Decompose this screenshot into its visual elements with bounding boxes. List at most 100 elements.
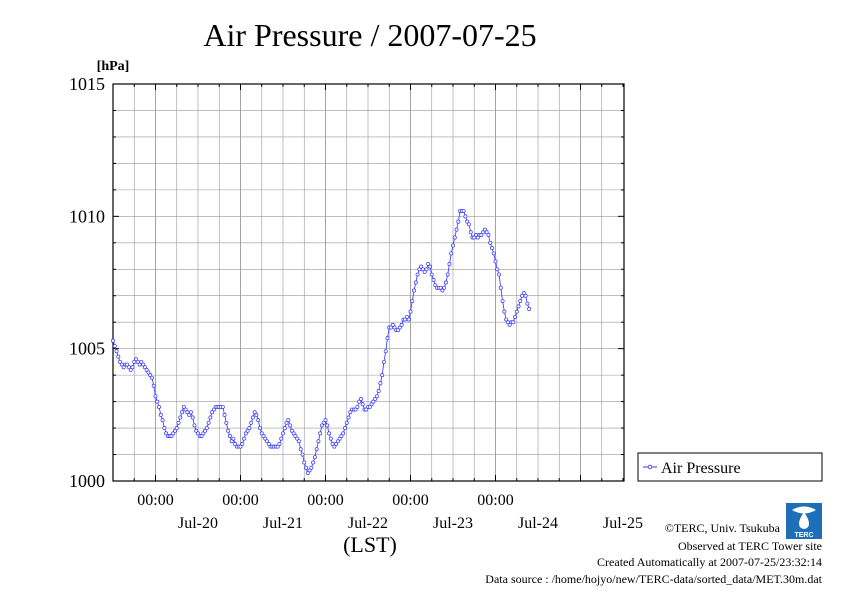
- y-axis: 1015 1010 1005 1000: [69, 74, 624, 491]
- data-point: [125, 362, 130, 367]
- data-point: [422, 269, 427, 274]
- chart-title: Air Pressure / 2007-07-25: [203, 17, 536, 53]
- data-point: [190, 415, 195, 420]
- data-point: [511, 320, 516, 325]
- data-point: [305, 471, 310, 476]
- data-point: [380, 373, 385, 378]
- data-point: [465, 219, 470, 224]
- data-point: [275, 444, 280, 449]
- data-point: [171, 431, 176, 436]
- data-point: [424, 267, 429, 272]
- data-point: [385, 336, 390, 341]
- data-point: [314, 447, 319, 452]
- credits-block: ©TERC, Univ. Tsukuba Observed at TERC To…: [485, 521, 822, 586]
- data-point: [482, 227, 487, 232]
- data-point: [367, 404, 372, 409]
- data-point: [150, 375, 154, 380]
- data-point: [146, 370, 151, 375]
- data-point: [210, 410, 215, 415]
- data-point: [390, 322, 395, 327]
- air-pressure-points: [111, 209, 532, 476]
- data-point: [355, 404, 360, 409]
- x-day-label: Jul-23: [433, 515, 473, 532]
- grid-lines: [113, 84, 624, 481]
- data-point: [121, 365, 126, 370]
- data-point: [408, 309, 413, 314]
- data-point: [433, 283, 438, 288]
- data-point: [176, 420, 181, 425]
- data-point: [261, 434, 266, 438]
- data-point: [139, 359, 144, 364]
- data-point: [183, 407, 188, 412]
- data-point: [454, 227, 459, 232]
- x-day-label: Jul-22: [348, 515, 388, 532]
- data-point: [428, 264, 432, 269]
- created-text: Created Automatically at 2007-07-25/23:3…: [597, 555, 822, 569]
- data-point: [208, 415, 213, 420]
- data-point: [203, 428, 208, 433]
- data-point: [256, 418, 261, 423]
- data-point: [130, 365, 135, 370]
- x-tick-time-label: 00:00: [137, 492, 173, 509]
- data-point: [502, 309, 507, 314]
- data-source-text: Data source : /home/hojyo/new/TERC-data/…: [485, 572, 822, 586]
- data-point: [491, 251, 496, 256]
- data-point: [153, 394, 158, 399]
- data-point: [201, 431, 206, 436]
- data-point: [111, 338, 115, 343]
- data-point: [151, 383, 156, 388]
- data-point: [396, 328, 401, 333]
- data-point: [442, 285, 447, 290]
- data-point: [353, 407, 358, 412]
- data-point: [497, 272, 501, 277]
- data-point: [181, 404, 186, 409]
- x-tick-time-label: 00:00: [477, 492, 513, 509]
- data-point: [240, 442, 245, 446]
- data-point: [119, 362, 124, 367]
- data-point: [164, 431, 169, 436]
- data-point: [327, 431, 331, 436]
- data-point: [160, 418, 165, 423]
- data-point: [199, 434, 204, 438]
- data-point: [493, 259, 498, 264]
- data-point: [266, 442, 271, 446]
- x-day-label: Jul-24: [518, 515, 558, 532]
- data-point: [231, 436, 236, 441]
- data-point: [325, 423, 330, 428]
- data-point: [504, 317, 509, 322]
- data-point: [187, 412, 192, 417]
- data-point: [449, 251, 454, 256]
- data-point: [507, 322, 512, 327]
- data-point: [114, 349, 119, 354]
- data-point: [475, 235, 480, 240]
- data-point: [376, 389, 381, 393]
- data-point: [162, 426, 167, 431]
- data-point: [298, 447, 303, 452]
- data-point: [116, 354, 121, 359]
- data-point: [229, 439, 234, 444]
- data-point: [289, 428, 294, 433]
- data-point: [431, 277, 436, 282]
- data-point: [484, 230, 489, 235]
- data-point: [316, 439, 321, 444]
- data-point: [254, 412, 259, 417]
- data-point: [495, 267, 500, 272]
- data-point: [249, 420, 254, 425]
- data-point: [258, 426, 262, 431]
- data-point: [463, 214, 468, 219]
- x-day-label: Jul-20: [178, 515, 218, 532]
- data-point: [339, 434, 344, 438]
- data-point: [413, 280, 418, 285]
- data-point: [405, 314, 409, 319]
- data-point: [265, 439, 270, 444]
- data-point: [337, 436, 342, 441]
- data-point: [490, 246, 494, 251]
- data-point: [188, 410, 193, 415]
- data-point: [498, 285, 503, 290]
- data-point: [252, 410, 257, 415]
- data-point: [346, 415, 351, 420]
- data-point: [343, 426, 347, 431]
- data-point: [516, 304, 521, 309]
- data-point: [312, 455, 317, 460]
